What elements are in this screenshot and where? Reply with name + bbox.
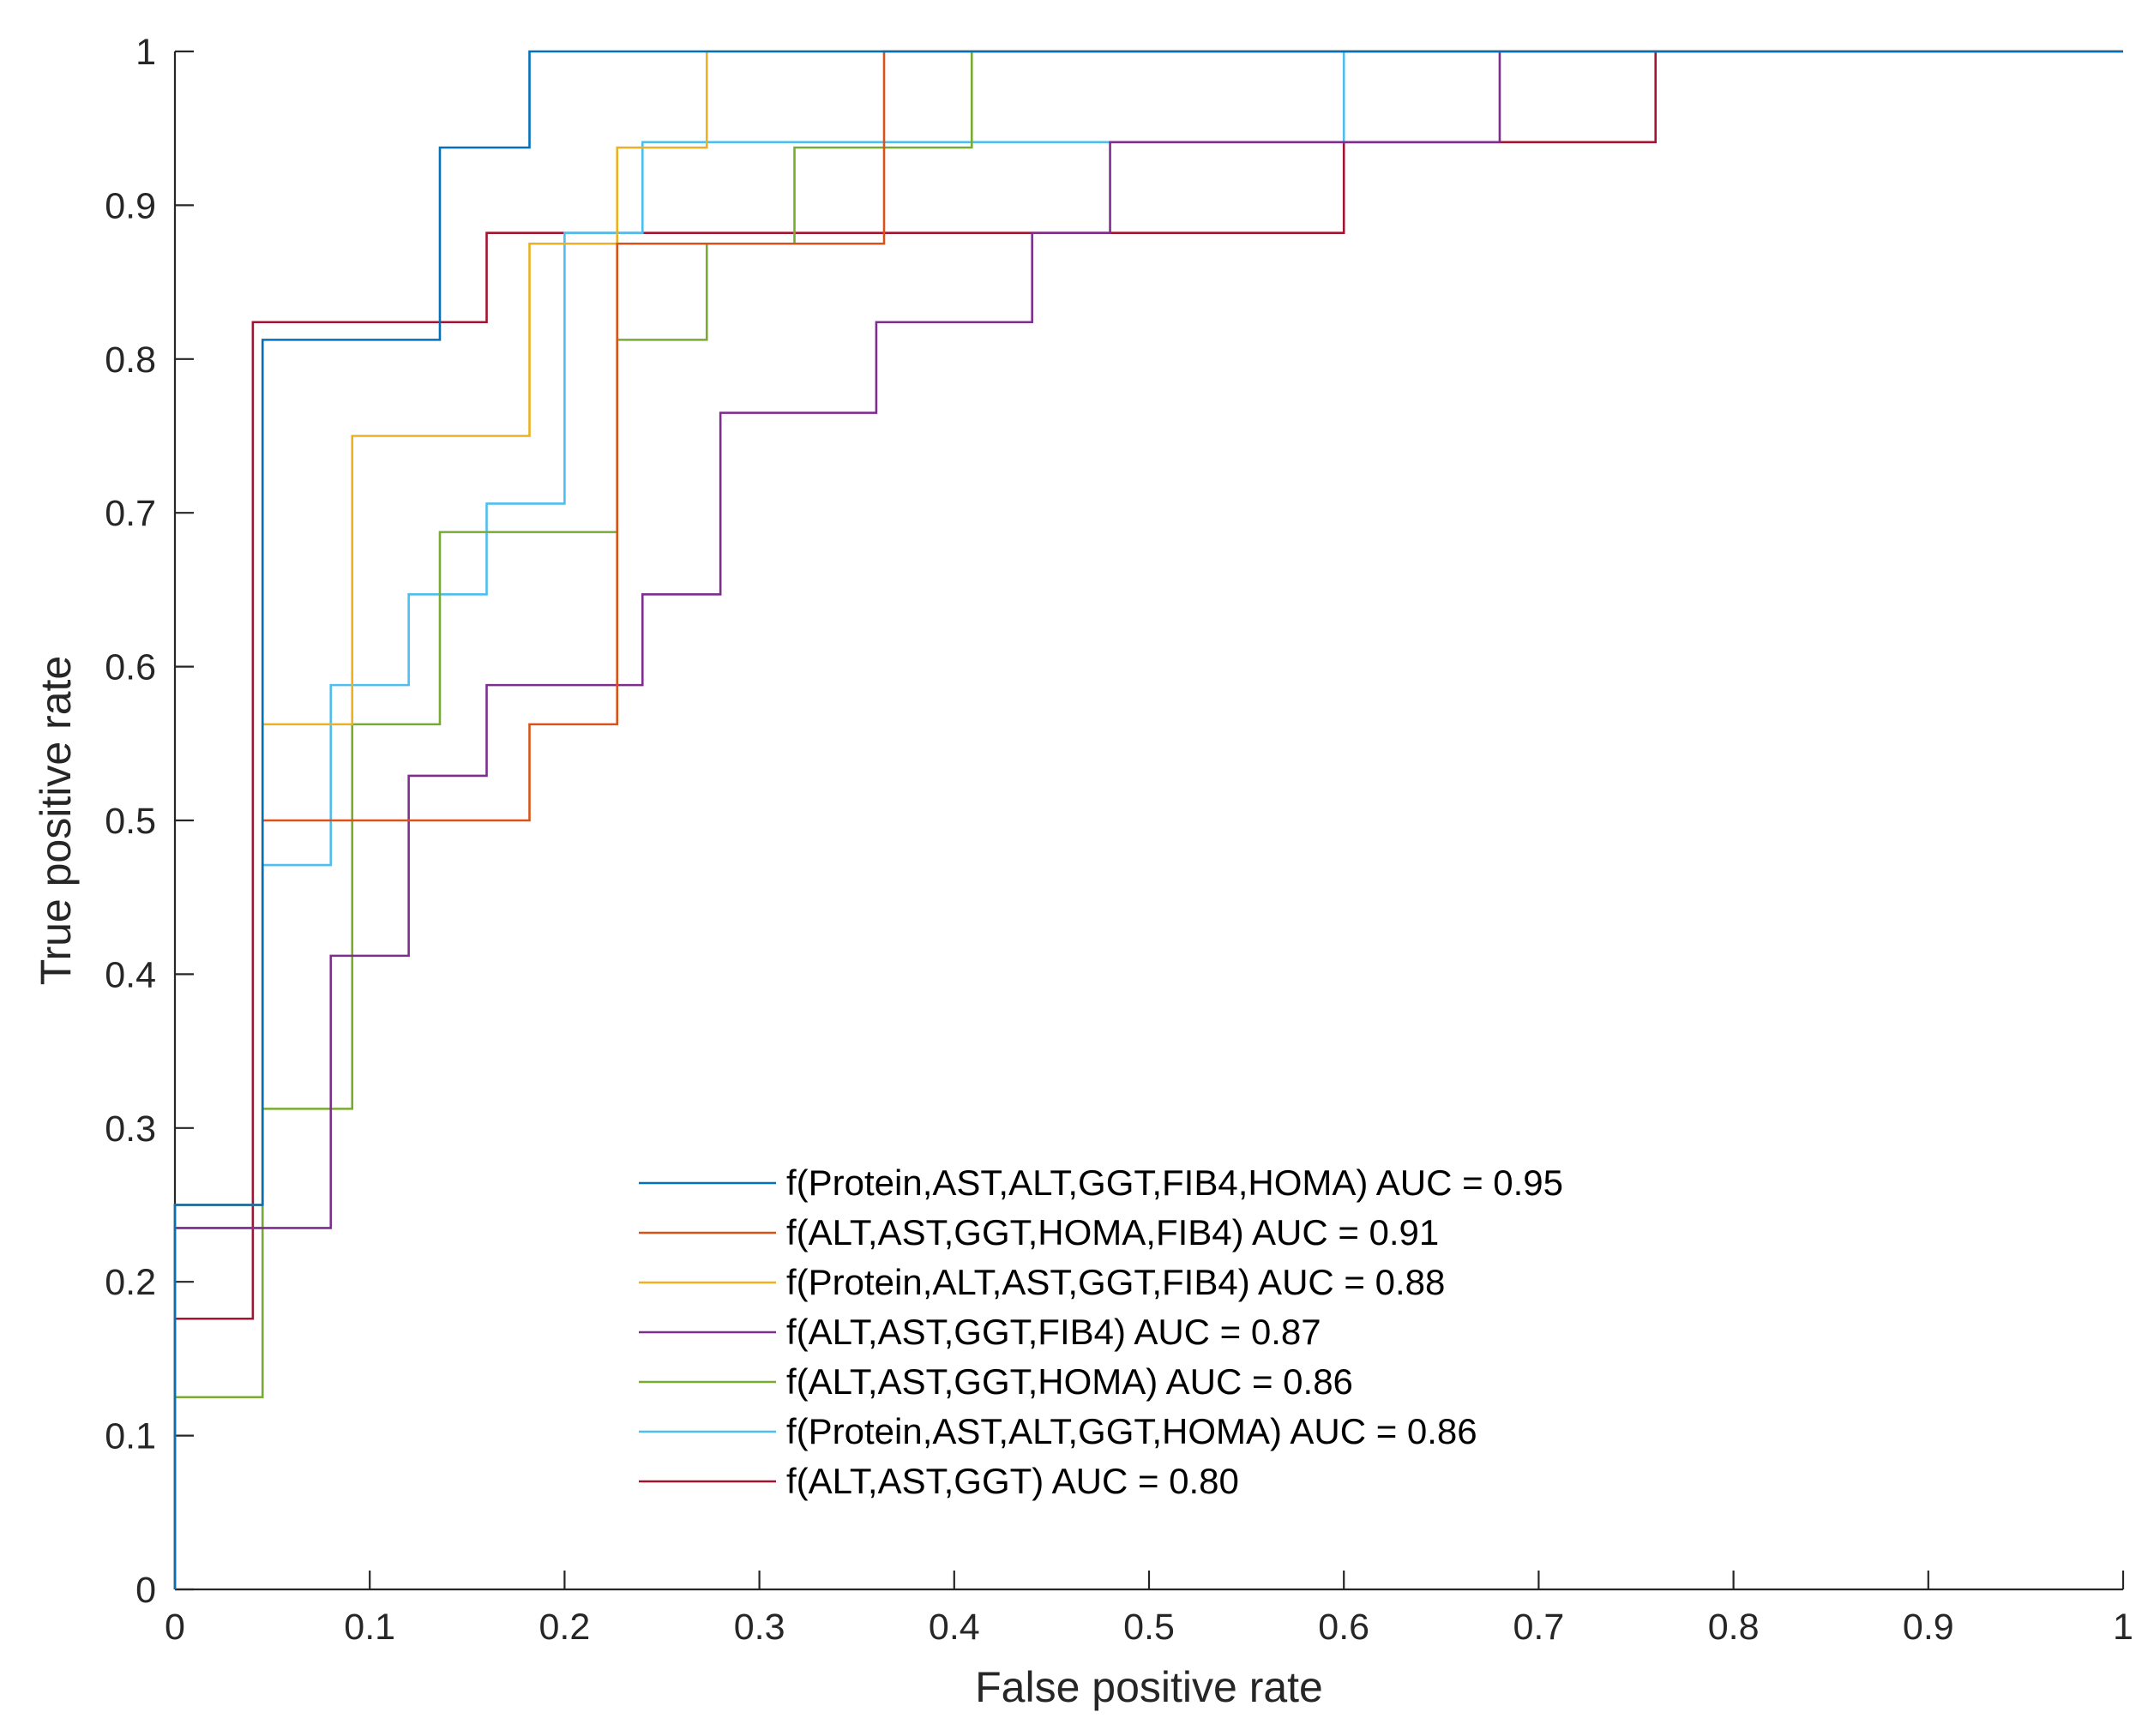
x-tick-label: 0.7 bbox=[1513, 1607, 1565, 1648]
y-tick-label: 0.4 bbox=[105, 954, 156, 995]
x-tick-label: 0.4 bbox=[929, 1607, 980, 1648]
series-line-2 bbox=[173, 50, 2123, 1589]
legend-item: f(Protein,AST,ALT,GGT,HOMA) AUC = 0.86 bbox=[639, 1411, 1477, 1451]
legend-item: f(Protein,ALT,AST,GGT,FIB4) AUC = 0.88 bbox=[639, 1262, 1445, 1302]
legend-label: f(ALT,AST,GGT) AUC = 0.80 bbox=[786, 1461, 1239, 1501]
series-lines bbox=[173, 50, 2123, 1589]
x-tick-label: 0.9 bbox=[1903, 1607, 1954, 1648]
legend-label: f(ALT,AST,GGT,FIB4) AUC = 0.87 bbox=[786, 1312, 1321, 1352]
y-tick-label: 0.6 bbox=[105, 647, 156, 688]
legend-label: f(ALT,AST,GGT,HOMA) AUC = 0.86 bbox=[786, 1361, 1353, 1402]
legend-label: f(ALT,AST,GGT,HOMA,FIB4) AUC = 0.91 bbox=[786, 1212, 1439, 1252]
y-tick-label: 0.5 bbox=[105, 801, 156, 842]
legend-item: f(ALT,AST,GGT,HOMA,FIB4) AUC = 0.91 bbox=[639, 1212, 1439, 1252]
legend-label: f(Protein,ALT,AST,GGT,FIB4) AUC = 0.88 bbox=[786, 1262, 1445, 1302]
legend-label: f(Protein,AST,ALT,GGT,HOMA) AUC = 0.86 bbox=[786, 1411, 1477, 1451]
y-tick-label: 0.8 bbox=[105, 339, 156, 381]
x-tick-label: 0.6 bbox=[1318, 1607, 1369, 1648]
y-tick-label: 0 bbox=[135, 1570, 156, 1611]
x-axis: 0 0.1 0.2 0.3 0.4 0.5 0.6 0.7 0.8 0.9 1 bbox=[165, 1571, 2133, 1648]
x-tick-label: 0.3 bbox=[734, 1607, 785, 1648]
x-tick-label: 0.5 bbox=[1123, 1607, 1175, 1648]
legend-item: f(ALT,AST,GGT,FIB4) AUC = 0.87 bbox=[639, 1312, 1321, 1352]
series-line-7 bbox=[173, 50, 2123, 1589]
y-tick-label: 0.9 bbox=[105, 185, 156, 226]
y-tick-label: 0.3 bbox=[105, 1108, 156, 1150]
y-tick-label: 1 bbox=[135, 32, 156, 73]
x-tick-label: 1 bbox=[2113, 1607, 2133, 1648]
x-tick-label: 0.2 bbox=[539, 1607, 591, 1648]
legend-item: f(ALT,AST,GGT) AUC = 0.80 bbox=[639, 1461, 1239, 1501]
x-tick-label: 0.1 bbox=[344, 1607, 395, 1648]
y-tick-label: 0.2 bbox=[105, 1262, 156, 1303]
y-axis-title: True positive rate bbox=[32, 656, 80, 985]
legend-item: f(ALT,AST,GGT,HOMA) AUC = 0.86 bbox=[639, 1361, 1353, 1402]
legend: f(Protein,AST,ALT,GGT,FIB4,HOMA) AUC = 0… bbox=[639, 1162, 1563, 1501]
legend-label: f(Protein,AST,ALT,GGT,FIB4,HOMA) AUC = 0… bbox=[786, 1162, 1563, 1203]
legend-item: f(Protein,AST,ALT,GGT,FIB4,HOMA) AUC = 0… bbox=[639, 1162, 1563, 1203]
y-axis: 0 0.1 0.2 0.3 0.4 0.5 0.6 0.7 0.8 0.9 1 bbox=[105, 32, 194, 1611]
y-tick-label: 0.7 bbox=[105, 493, 156, 534]
series-line-1 bbox=[173, 50, 2123, 1589]
x-axis-title: False positive rate bbox=[975, 1663, 1323, 1711]
series-line-4 bbox=[173, 50, 2123, 1589]
x-tick-label: 0.8 bbox=[1708, 1607, 1760, 1648]
y-tick-label: 0.1 bbox=[105, 1416, 156, 1457]
x-tick-label: 0 bbox=[165, 1607, 185, 1648]
